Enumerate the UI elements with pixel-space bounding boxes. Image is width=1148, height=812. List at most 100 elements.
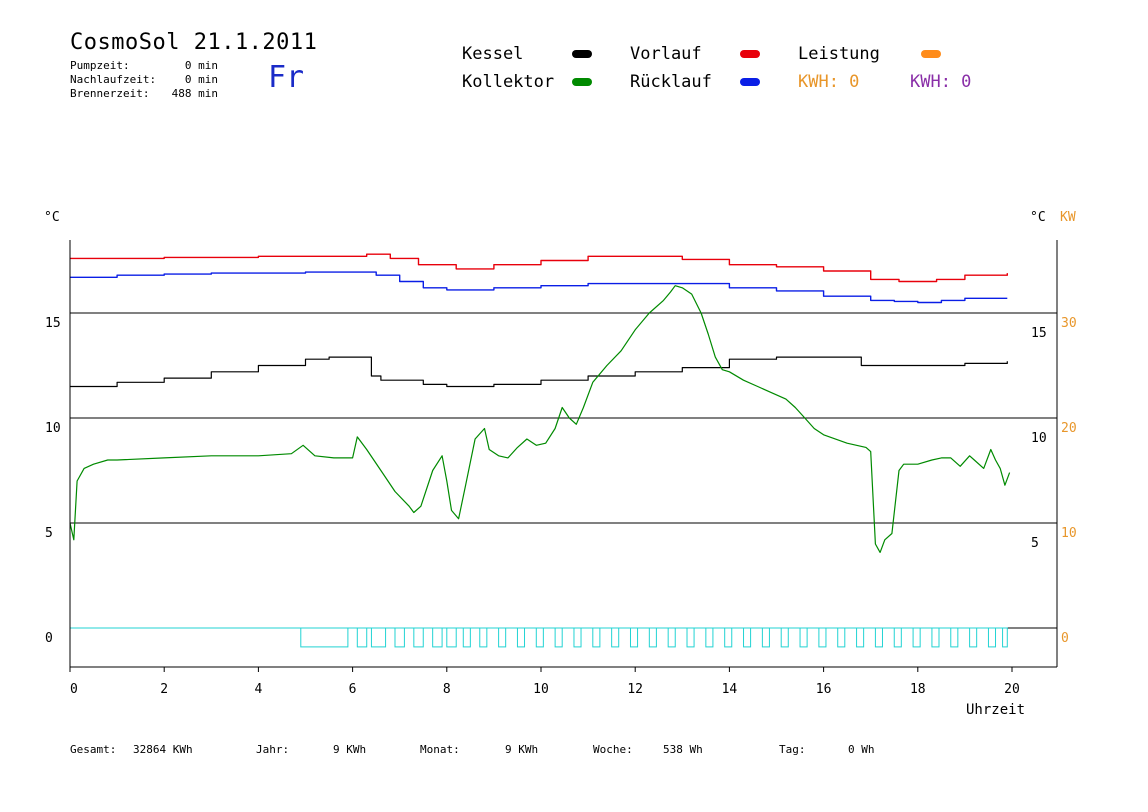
grid-layer <box>70 312 1057 629</box>
stat-label-pumpzeit: Pumpzeit: <box>70 59 130 72</box>
series-line-vorlauf <box>70 253 1008 283</box>
pump-pulse-16 <box>629 627 639 648</box>
left-axis-unit: °C <box>44 210 60 225</box>
footer-value-jahr: 9 KWh <box>333 743 367 756</box>
x-tick-label-20: 20 <box>1004 682 1020 697</box>
pump-pulse-14 <box>592 627 601 648</box>
weekday-label: Fr <box>268 60 305 95</box>
pump-pulse-27 <box>837 627 846 648</box>
pump-pulse-29 <box>874 627 883 648</box>
y2-tick-label-0: 0 <box>1061 631 1069 646</box>
page-title: CosmoSol 21.1.2011 <box>70 30 318 55</box>
footer-label-jahr: Jahr: <box>256 743 290 756</box>
legend-label-kessel: Kessel <box>462 44 524 64</box>
pump-pulse-25 <box>799 627 808 648</box>
pump-pulse-0 <box>300 627 349 648</box>
legend-label-leistung: Leistung <box>798 44 880 64</box>
footer-value-woche: 538 Wh <box>663 743 703 756</box>
pump-pulse-12 <box>554 627 563 648</box>
pump-pulse-20 <box>705 627 714 648</box>
ticks-layer: 0 2 4 6 8 10 12 14 16 18 20 0 5 10 15 5 10 15 0 10 20 30 <box>45 316 1077 697</box>
legend-label-ruecklauf: Rücklauf <box>630 72 712 92</box>
pump-pulse-36 <box>1002 627 1008 648</box>
pump-pulse-2 <box>370 627 387 648</box>
y2-tick-label-30: 30 <box>1061 316 1077 331</box>
pump-pulse-22 <box>743 627 752 648</box>
series-line-rcklauf <box>70 271 1008 304</box>
x-tick-label-14: 14 <box>722 682 738 697</box>
pump-pulse-26 <box>818 627 827 648</box>
kwh-leistung-value: KWH: 0 <box>798 72 860 92</box>
x-tick-label-8: 8 <box>443 682 451 697</box>
legend-swatch-vorlauf <box>740 50 760 58</box>
x-tick-label-12: 12 <box>627 682 643 697</box>
pump-pulse-19 <box>686 627 695 648</box>
legend-swatch-kollektor <box>572 78 592 86</box>
y-tick-label-5: 5 <box>45 526 53 541</box>
footer-label-woche: Woche: <box>593 743 633 756</box>
stat-label-nachlaufzeit: Nachlaufzeit: <box>70 73 157 86</box>
series-line-kollektor <box>69 285 1011 553</box>
footer-value-gesamt: 32864 KWh <box>133 743 193 756</box>
pump-pulse-3 <box>394 627 405 648</box>
pump-pulse-7 <box>462 627 471 648</box>
stat-value-brennerzeit: 488 min <box>171 87 218 100</box>
pump-pulse-15 <box>611 627 620 648</box>
pump-pulse-10 <box>516 627 526 648</box>
pump-pulse-11 <box>535 627 544 648</box>
stat-value-nachlaufzeit: 0 min <box>184 73 218 86</box>
pump-pulse-6 <box>446 627 457 648</box>
pump-pulse-17 <box>648 627 657 648</box>
footer-value-tag: 0 Wh <box>848 743 875 756</box>
legend-swatch-ruecklauf <box>740 78 760 86</box>
pump-pulse-23 <box>761 627 770 648</box>
footer-label-tag: Tag: <box>779 743 806 756</box>
pump-pulse-33 <box>950 627 959 648</box>
x-tick-label-18: 18 <box>910 682 926 697</box>
stat-label-brennerzeit: Brennerzeit: <box>70 87 150 100</box>
y-right-temp-label-5: 5 <box>1031 536 1039 551</box>
pump-pulse-8 <box>479 627 488 648</box>
axes-layer <box>69 240 1058 668</box>
x-tick-label-6: 6 <box>349 682 357 697</box>
pump-pulse-32 <box>931 627 940 648</box>
pump-pulse-5 <box>432 627 443 648</box>
pump-pulse-18 <box>667 627 676 648</box>
x-tick-label-2: 2 <box>160 682 168 697</box>
right-axis-unit-power: KW <box>1060 210 1076 225</box>
x-tick-label-4: 4 <box>254 682 262 697</box>
pump-pulse-13 <box>573 627 582 648</box>
kwh-total-value: KWH: 0 <box>910 72 972 92</box>
legend-swatch-kessel <box>572 50 592 58</box>
stat-value-pumpzeit: 0 min <box>184 59 218 72</box>
y2-tick-label-20: 20 <box>1061 421 1077 436</box>
pump-pulse-1 <box>356 627 368 648</box>
right-axis-unit-temp: °C <box>1030 210 1046 225</box>
legend-swatch-leistung <box>921 50 941 58</box>
y-right-temp-label-15: 15 <box>1031 326 1047 341</box>
x-tick-label-0: 0 <box>70 682 78 697</box>
footer-label-gesamt: Gesamt: <box>70 743 117 756</box>
x-tick-label-10: 10 <box>533 682 549 697</box>
pump-pulse-31 <box>912 627 921 648</box>
pump-pulse-4 <box>413 627 424 648</box>
pump-pulse-9 <box>498 627 507 648</box>
legend-label-kollektor: Kollektor <box>462 72 555 92</box>
legend-label-vorlauf: Vorlauf <box>630 44 702 64</box>
pump-pulse-24 <box>780 627 789 648</box>
pump-pulse-28 <box>856 627 865 648</box>
footer-label-monat: Monat: <box>420 743 460 756</box>
x-axis-label: Uhrzeit <box>966 702 1026 718</box>
pump-pulse-30 <box>893 627 902 648</box>
y2-tick-label-10: 10 <box>1061 526 1077 541</box>
series-layer <box>69 253 1011 648</box>
y-tick-label-15: 15 <box>45 316 61 331</box>
y-tick-label-10: 10 <box>45 421 61 436</box>
pump-pulse-35 <box>987 627 997 648</box>
series-line-kessel <box>70 356 1008 388</box>
y-tick-label-0: 0 <box>45 631 53 646</box>
y-right-temp-label-10: 10 <box>1031 431 1047 446</box>
x-tick-label-16: 16 <box>816 682 832 697</box>
pump-pulse-21 <box>724 627 733 648</box>
